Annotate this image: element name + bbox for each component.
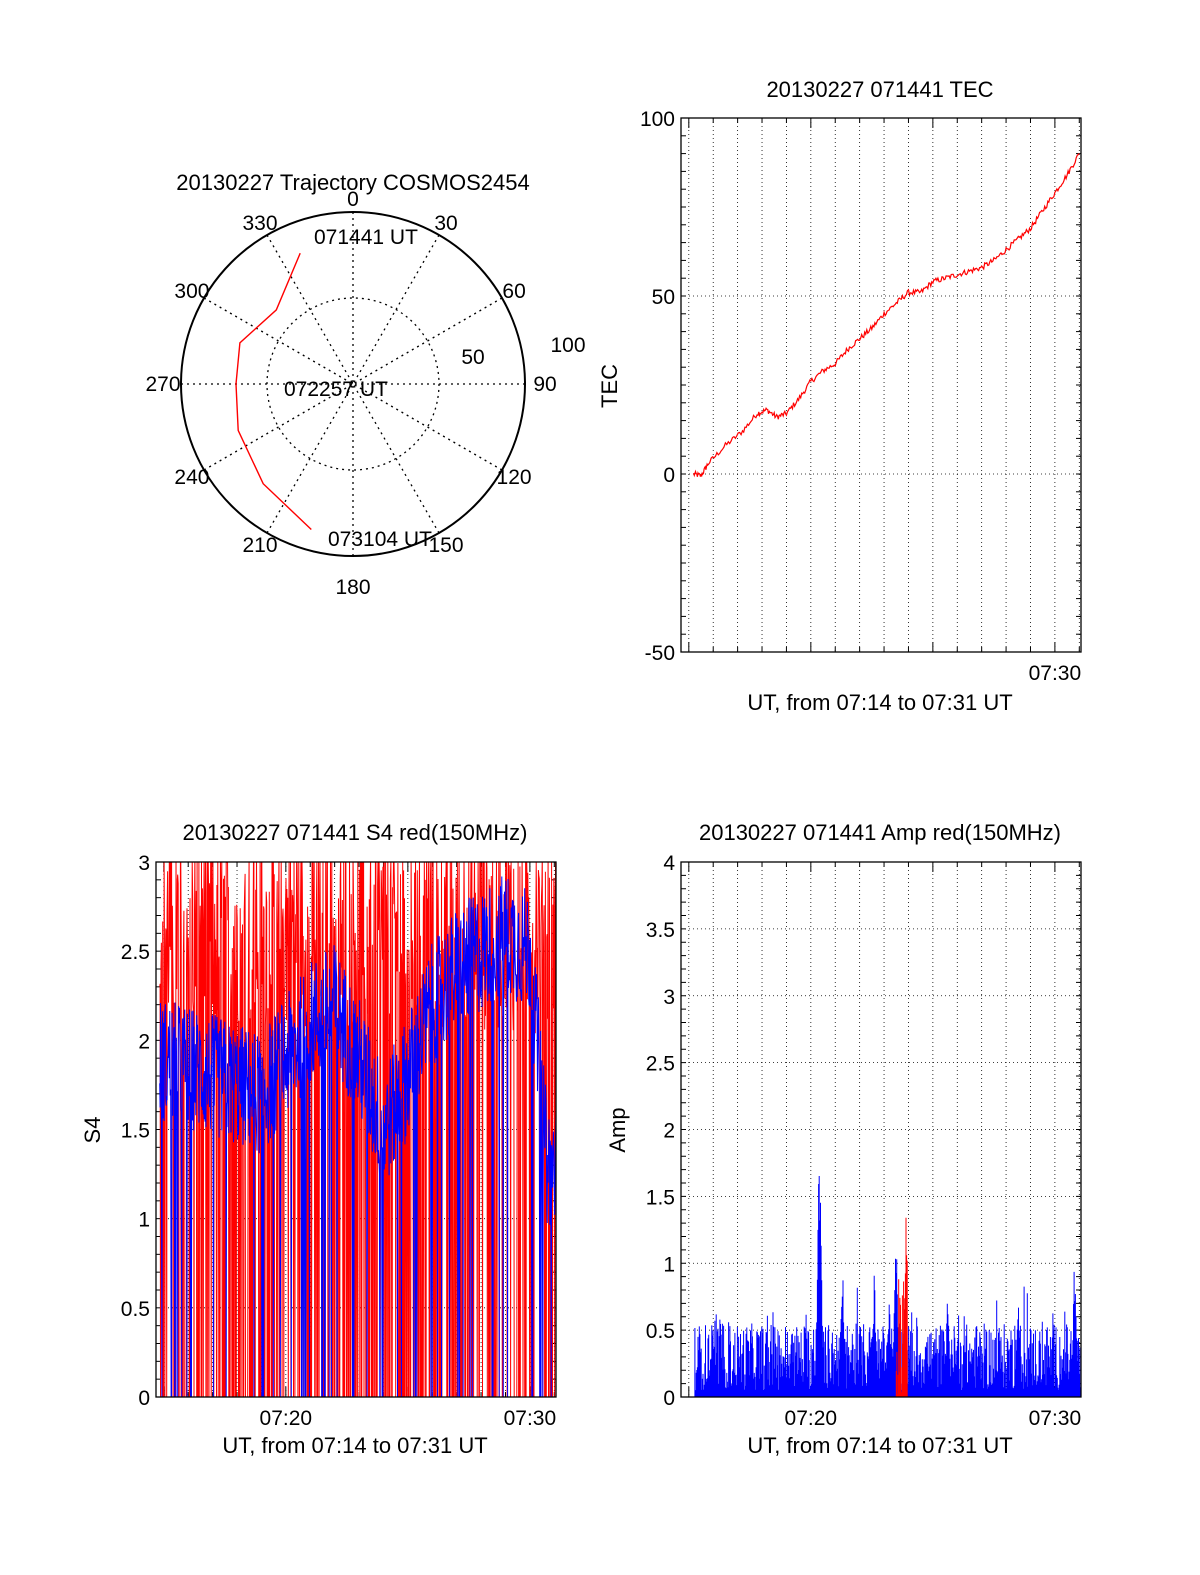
polar-trajectory-line <box>235 252 312 531</box>
polar-angle-label: 0 <box>347 188 359 211</box>
amp-ylabel: Amp <box>605 1107 630 1152</box>
y-tick-label: 50 <box>652 286 675 309</box>
y-tick-label: 100 <box>640 108 675 131</box>
y-tick-label: 3.5 <box>646 919 675 942</box>
tec-series-line <box>693 153 1080 478</box>
y-tick-label: 2.5 <box>646 1053 675 1076</box>
polar-angle-label: 240 <box>174 466 209 489</box>
polar-annotation-mid: 072257 UT <box>284 378 388 401</box>
x-tick-label: 07:30 <box>504 1407 557 1430</box>
y-tick-label: 2 <box>663 1120 675 1143</box>
tec-chart: 20130227 071441 TEC UT, from 07:14 to 07… <box>597 77 1082 715</box>
y-tick-label: 2 <box>138 1030 150 1053</box>
polar-annotation-start: 071441 UT <box>314 226 418 249</box>
polar-radial-label: 100 <box>550 334 585 357</box>
polar-angle-label: 60 <box>502 280 525 303</box>
polar-angle-label: 30 <box>434 212 457 235</box>
x-tick-label: 07:20 <box>260 1407 313 1430</box>
y-tick-label: 1 <box>138 1209 150 1232</box>
polar-angle-label: 330 <box>242 212 277 235</box>
amp-title: 20130227 071441 Amp red(150MHz) <box>699 820 1061 845</box>
polar-angle-label: 210 <box>242 534 277 557</box>
polar-radial-label: 50 <box>461 346 484 369</box>
plot-area <box>693 153 1080 478</box>
y-tick-label: 0 <box>663 1387 675 1410</box>
tec-xlabel: UT, from 07:14 to 07:31 UT <box>747 690 1012 715</box>
s4-series-group <box>159 862 556 1397</box>
s4-chart: 20130227 071441 S4 red(150MHz) UT, from … <box>80 820 557 1458</box>
polar-angle-label: 300 <box>174 280 209 303</box>
polar-angle-label: 180 <box>335 576 370 599</box>
y-tick-label: 1.5 <box>646 1186 675 1209</box>
s4-ylabel: S4 <box>80 1117 105 1144</box>
y-tick-label: 0 <box>138 1387 150 1410</box>
polar-angle-label: 120 <box>497 466 532 489</box>
tec-title: 20130227 071441 TEC <box>766 77 993 102</box>
polar-angle-label: 270 <box>145 373 180 396</box>
polar-annotation-end: 073104 UT <box>328 528 432 551</box>
polar-title: 20130227 Trajectory COSMOS2454 <box>176 170 529 195</box>
s4-title: 20130227 071441 S4 red(150MHz) <box>183 820 528 845</box>
x-tick-label: 07:20 <box>785 1407 838 1430</box>
plot-frame <box>155 861 557 1398</box>
y-tick-label: 0.5 <box>646 1320 675 1343</box>
y-tick-label: 4 <box>663 852 675 875</box>
polar-angle-label: 150 <box>428 534 463 557</box>
y-tick-label: 1.5 <box>121 1120 150 1143</box>
s4-xlabel: UT, from 07:14 to 07:31 UT <box>222 1433 487 1458</box>
trajectory-polar-chart: 20130227 Trajectory COSMOS2454 0 30 60 90 12… <box>145 170 585 599</box>
y-tick-label: 0 <box>663 464 675 487</box>
y-tick-label: 2.5 <box>121 941 150 964</box>
x-tick-label: 07:30 <box>1029 1407 1082 1430</box>
tec-ylabel: TEC <box>597 364 622 408</box>
s4-red-series <box>159 862 556 1397</box>
plot-frame <box>680 117 1082 653</box>
plot-area <box>159 862 556 1397</box>
s4-blue-series <box>159 876 556 1397</box>
amp-red-series <box>895 1217 908 1397</box>
polar-angle-label: 90 <box>533 373 556 396</box>
plot-area <box>694 1176 1082 1397</box>
y-tick-label: 3 <box>138 852 150 875</box>
y-tick-label: 1 <box>663 1253 675 1276</box>
amp-chart: 20130227 071441 Amp red(150MHz) UT, from… <box>605 820 1082 1458</box>
y-tick-label: 0.5 <box>121 1298 150 1321</box>
x-tick-label: 07:30 <box>1029 662 1082 685</box>
amp-xlabel: UT, from 07:14 to 07:31 UT <box>747 1433 1012 1458</box>
plot-frame <box>680 861 1082 1398</box>
y-tick-label: -50 <box>645 642 675 665</box>
y-tick-label: 3 <box>663 986 675 1009</box>
amp-blue-series <box>694 1176 1082 1397</box>
